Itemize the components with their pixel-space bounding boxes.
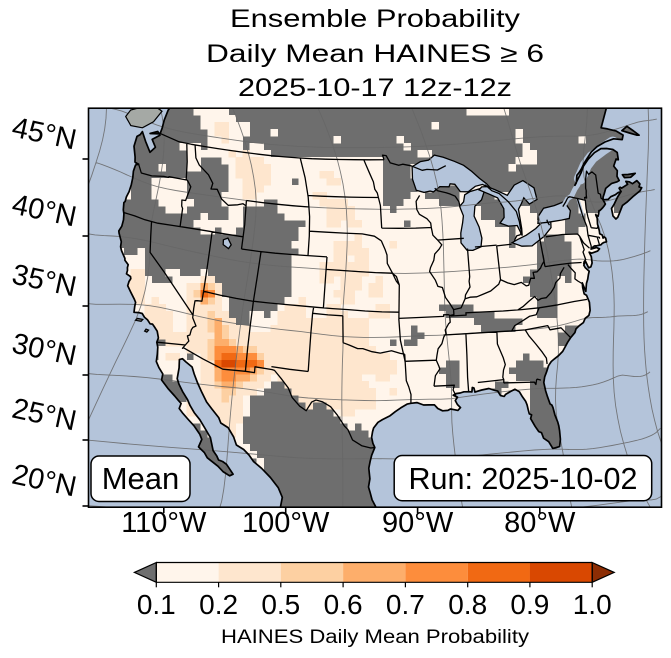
svg-text:0.6: 0.6 bbox=[324, 589, 363, 620]
svg-text:100°W: 100°W bbox=[242, 507, 330, 539]
svg-text:0.5: 0.5 bbox=[261, 589, 300, 620]
svg-text:1.0: 1.0 bbox=[573, 589, 612, 620]
svg-text:Mean: Mean bbox=[102, 461, 180, 496]
svg-text:0.8: 0.8 bbox=[448, 589, 487, 620]
svg-text:0.9: 0.9 bbox=[510, 589, 549, 620]
svg-text:0.2: 0.2 bbox=[199, 589, 238, 620]
svg-text:HAINES Daily Mean Probability: HAINES Daily Mean Probability bbox=[221, 627, 530, 648]
svg-text:110°W: 110°W bbox=[121, 507, 207, 539]
svg-text:2025-10-17 12z-12z: 2025-10-17 12z-12z bbox=[238, 74, 512, 102]
svg-text:0.7: 0.7 bbox=[386, 589, 425, 620]
svg-text:0.1: 0.1 bbox=[137, 589, 176, 620]
svg-text:Daily Mean HAINES ≥ 6: Daily Mean HAINES ≥ 6 bbox=[206, 40, 544, 68]
svg-text:80°W: 80°W bbox=[504, 507, 576, 539]
svg-text:Ensemble Probability: Ensemble Probability bbox=[230, 5, 521, 33]
svg-text:90°W: 90°W bbox=[382, 507, 454, 539]
svg-text:Run: 2025-10-02: Run: 2025-10-02 bbox=[409, 461, 638, 496]
